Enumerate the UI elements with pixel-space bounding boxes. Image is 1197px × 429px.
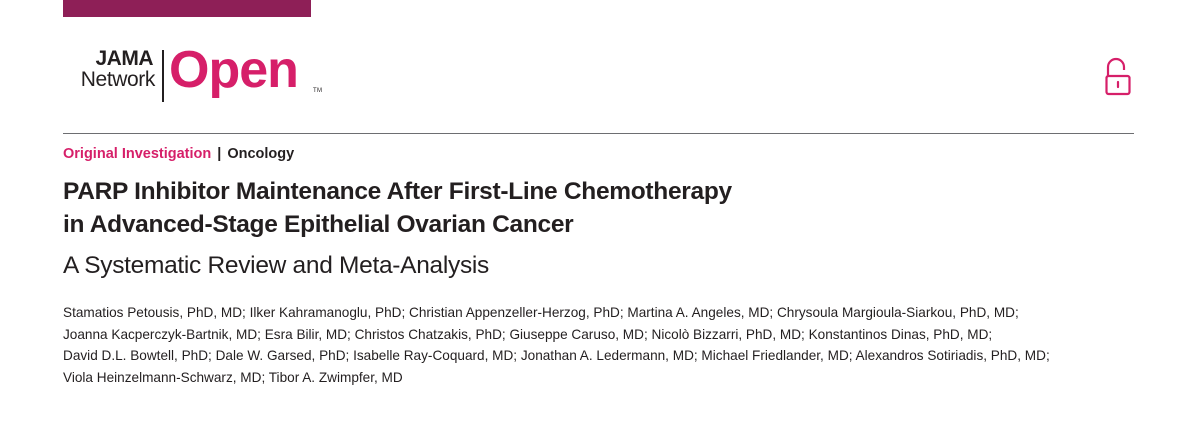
article-type-label[interactable]: Original Investigation	[63, 146, 212, 162]
author-line: Joanna Kacperczyk-Bartnik, MD; Esra Bili…	[63, 326, 993, 342]
article-category: Original Investigation | Oncology	[63, 146, 294, 162]
author-line: Stamatios Petousis, PhD, MD; Ilker Kahra…	[63, 305, 1019, 320]
header-rule	[63, 133, 1134, 134]
journal-logo[interactable]: JAMA Network Open TM	[63, 41, 333, 104]
author-line: David D.L. Bowtell, PhD; Dale W. Garsed,…	[63, 348, 1050, 363]
author-list: Stamatios Petousis, PhD, MD; Ilker Kahra…	[63, 302, 1050, 388]
logo-open-text: Open	[169, 41, 299, 99]
logo-trademark: TM	[313, 88, 323, 94]
category-separator: |	[217, 146, 222, 162]
logo-wordmark-left: JAMA Network	[63, 47, 156, 91]
top-accent-bar	[63, 0, 311, 17]
logo-divider	[162, 50, 164, 102]
unlocked-padlock-icon[interactable]	[1103, 56, 1133, 96]
title-line: in Advanced-Stage Epithelial Ovarian Can…	[63, 211, 574, 238]
subject-label[interactable]: Oncology	[227, 146, 295, 162]
logo-jama-text: JAMA	[95, 47, 153, 70]
article-title: PARP Inhibitor Maintenance After First-L…	[63, 175, 732, 241]
title-line: PARP Inhibitor Maintenance After First-L…	[63, 178, 732, 205]
author-line: Viola Heinzelmann-Schwarz, MD; Tibor A. …	[63, 369, 403, 385]
article-subtitle: A Systematic Review and Meta-Analysis	[63, 252, 489, 279]
logo-network-text: Network	[80, 68, 156, 91]
